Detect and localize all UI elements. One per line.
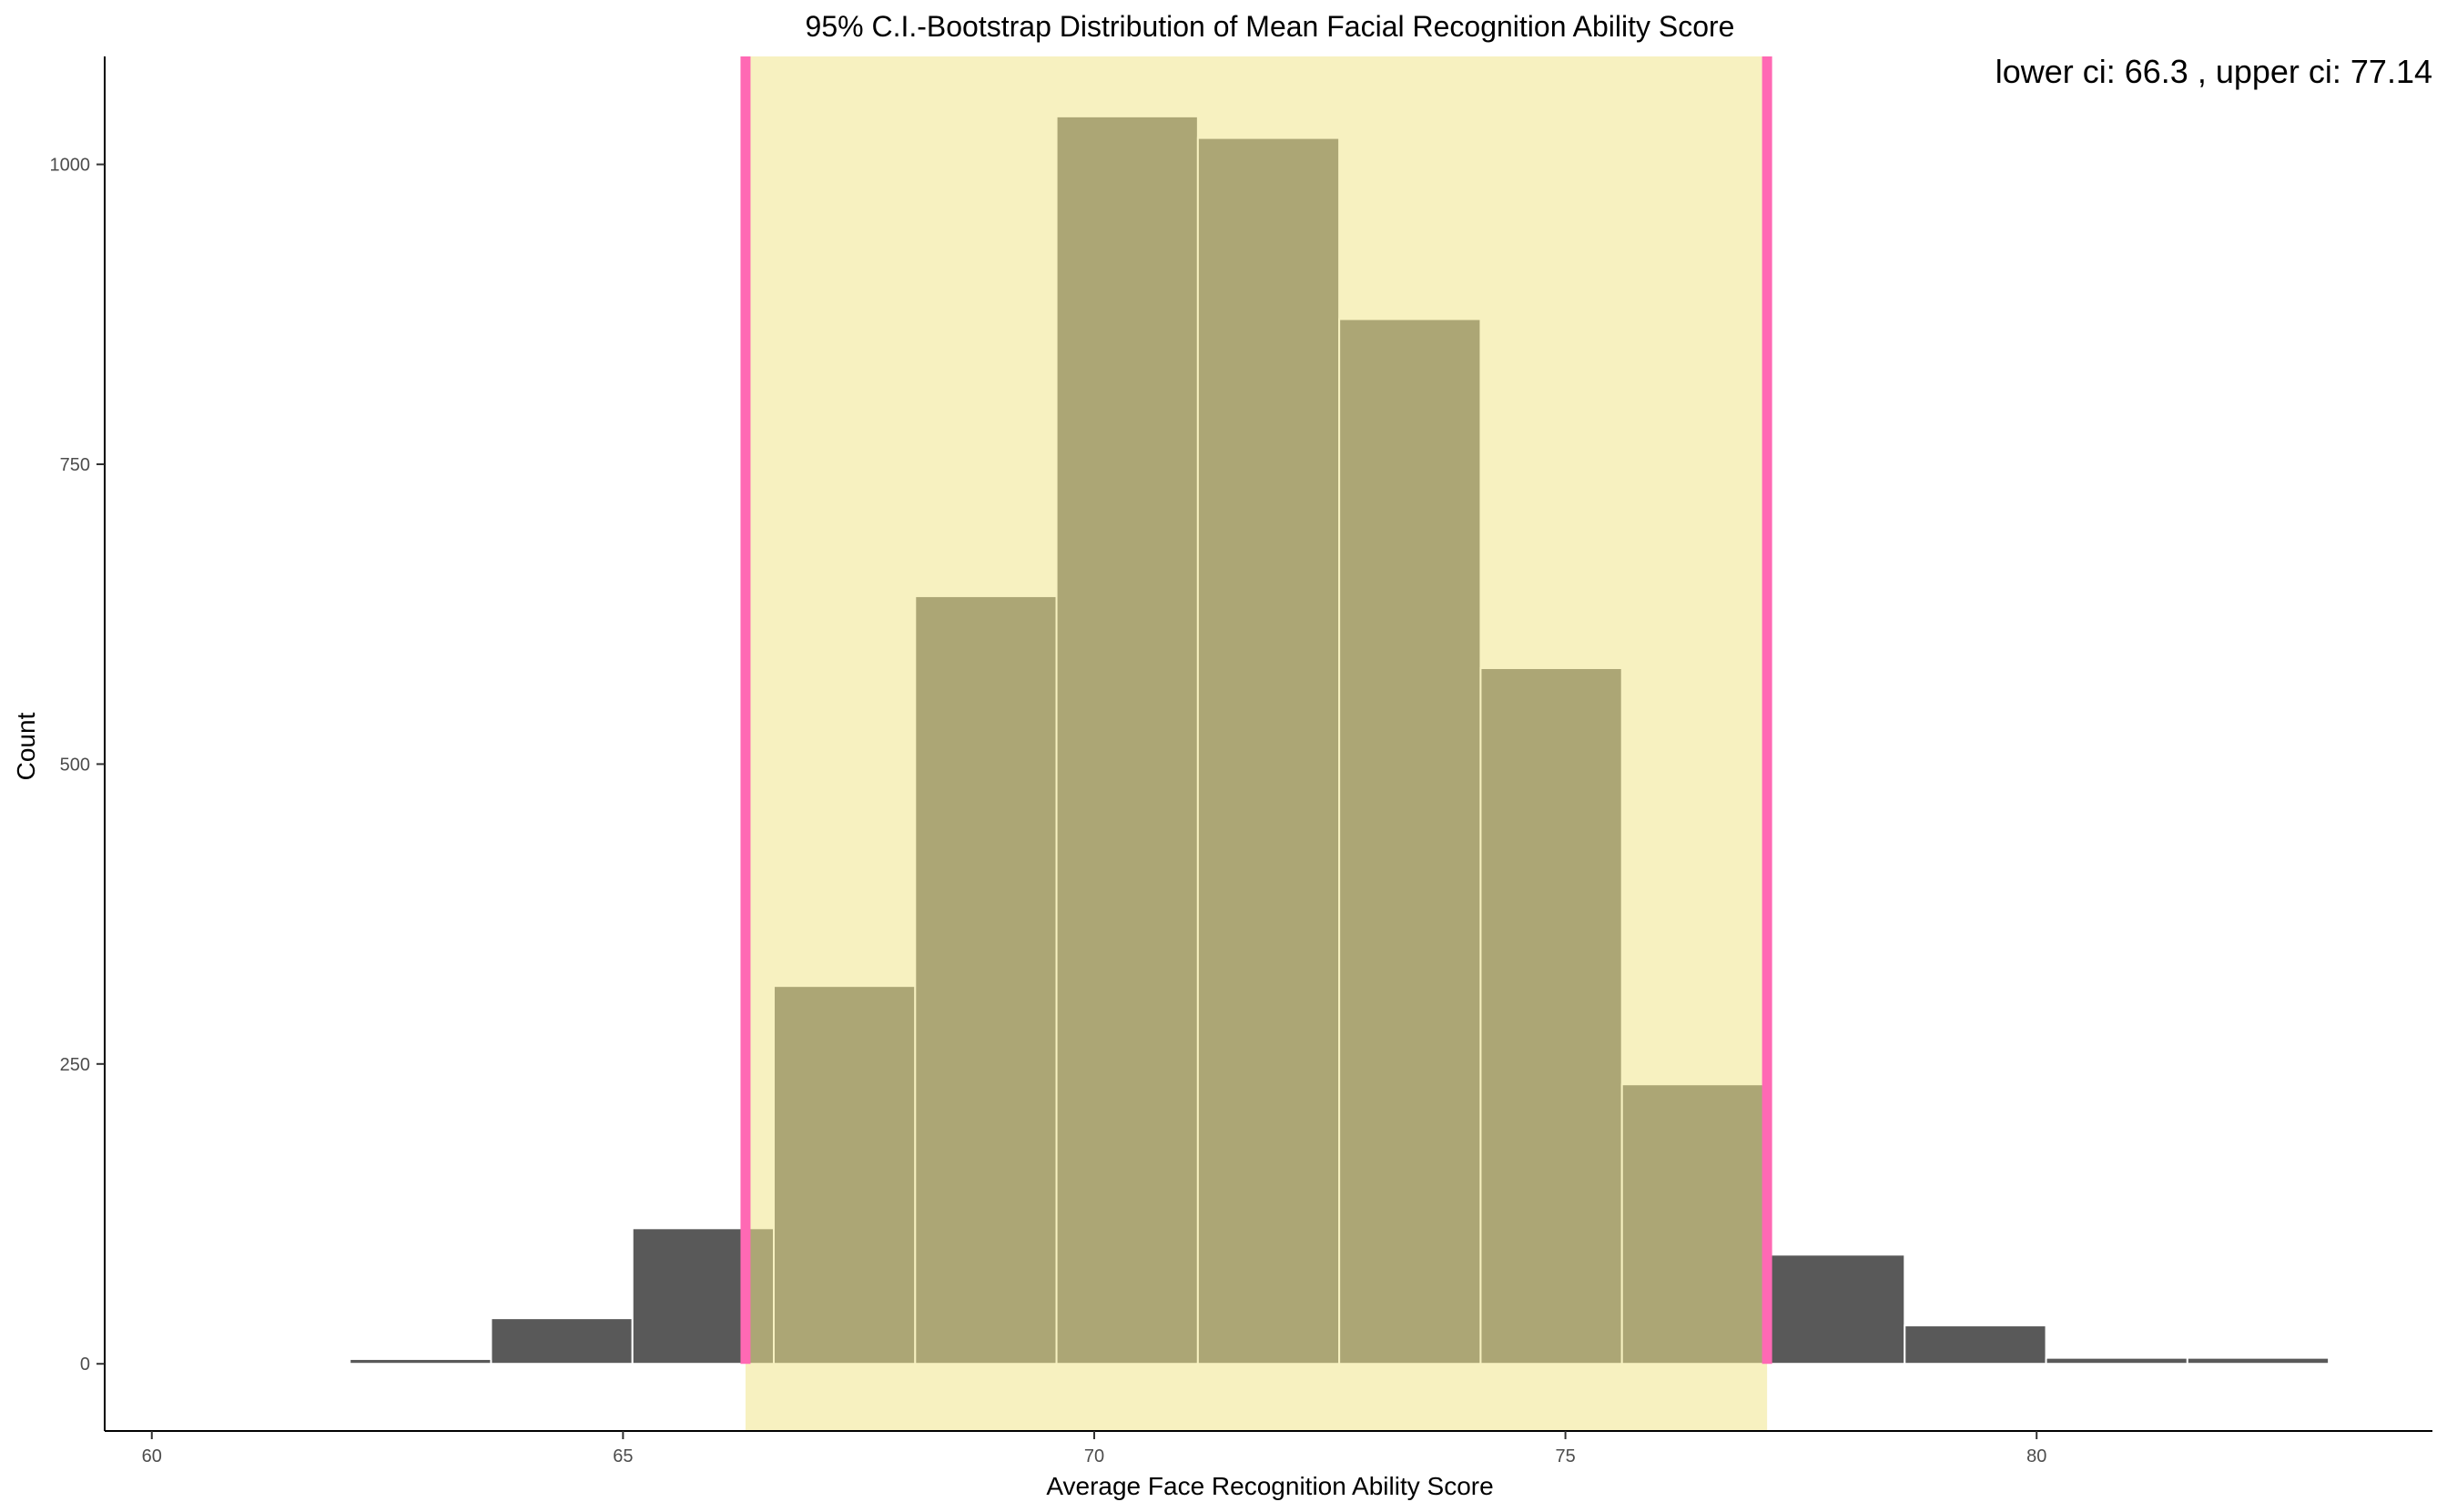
ci-shaded-region [745, 56, 1768, 1431]
y-tick-label: 0 [80, 1355, 90, 1375]
histogram-bar [207, 1361, 351, 1365]
x-tick-label: 65 [613, 1446, 633, 1466]
y-axis-ticks: 0 250 500 750 1000 [50, 156, 105, 1375]
ci-annotation: lower ci: 66.3 , upper ci: 77.14 [1995, 53, 2432, 90]
histogram-bar [349, 1357, 492, 1365]
x-tick-label: 75 [1555, 1446, 1575, 1466]
x-tick-label: 70 [1084, 1446, 1104, 1466]
y-tick-label: 500 [60, 755, 90, 775]
y-tick-label: 1000 [50, 156, 91, 176]
x-axis-ticks: 60 65 70 75 80 [142, 1431, 2046, 1466]
histogram-bar [1904, 1324, 2047, 1365]
histogram-bar [1762, 1253, 1906, 1365]
x-tick-label: 80 [2026, 1446, 2046, 1466]
x-tick-label: 60 [142, 1446, 162, 1466]
x-axis-title: Average Face Recognition Ability Score [1046, 1472, 1493, 1500]
histogram-bar [490, 1317, 634, 1365]
y-tick-label: 250 [60, 1055, 90, 1075]
histogram-bar [2186, 1356, 2330, 1365]
chart-title: 95% C.I.-Bootstrap Distribution of Mean … [806, 10, 1735, 43]
y-tick-label: 750 [60, 455, 90, 475]
y-axis-title: Count [12, 712, 40, 780]
histogram-bar [2045, 1356, 2188, 1365]
